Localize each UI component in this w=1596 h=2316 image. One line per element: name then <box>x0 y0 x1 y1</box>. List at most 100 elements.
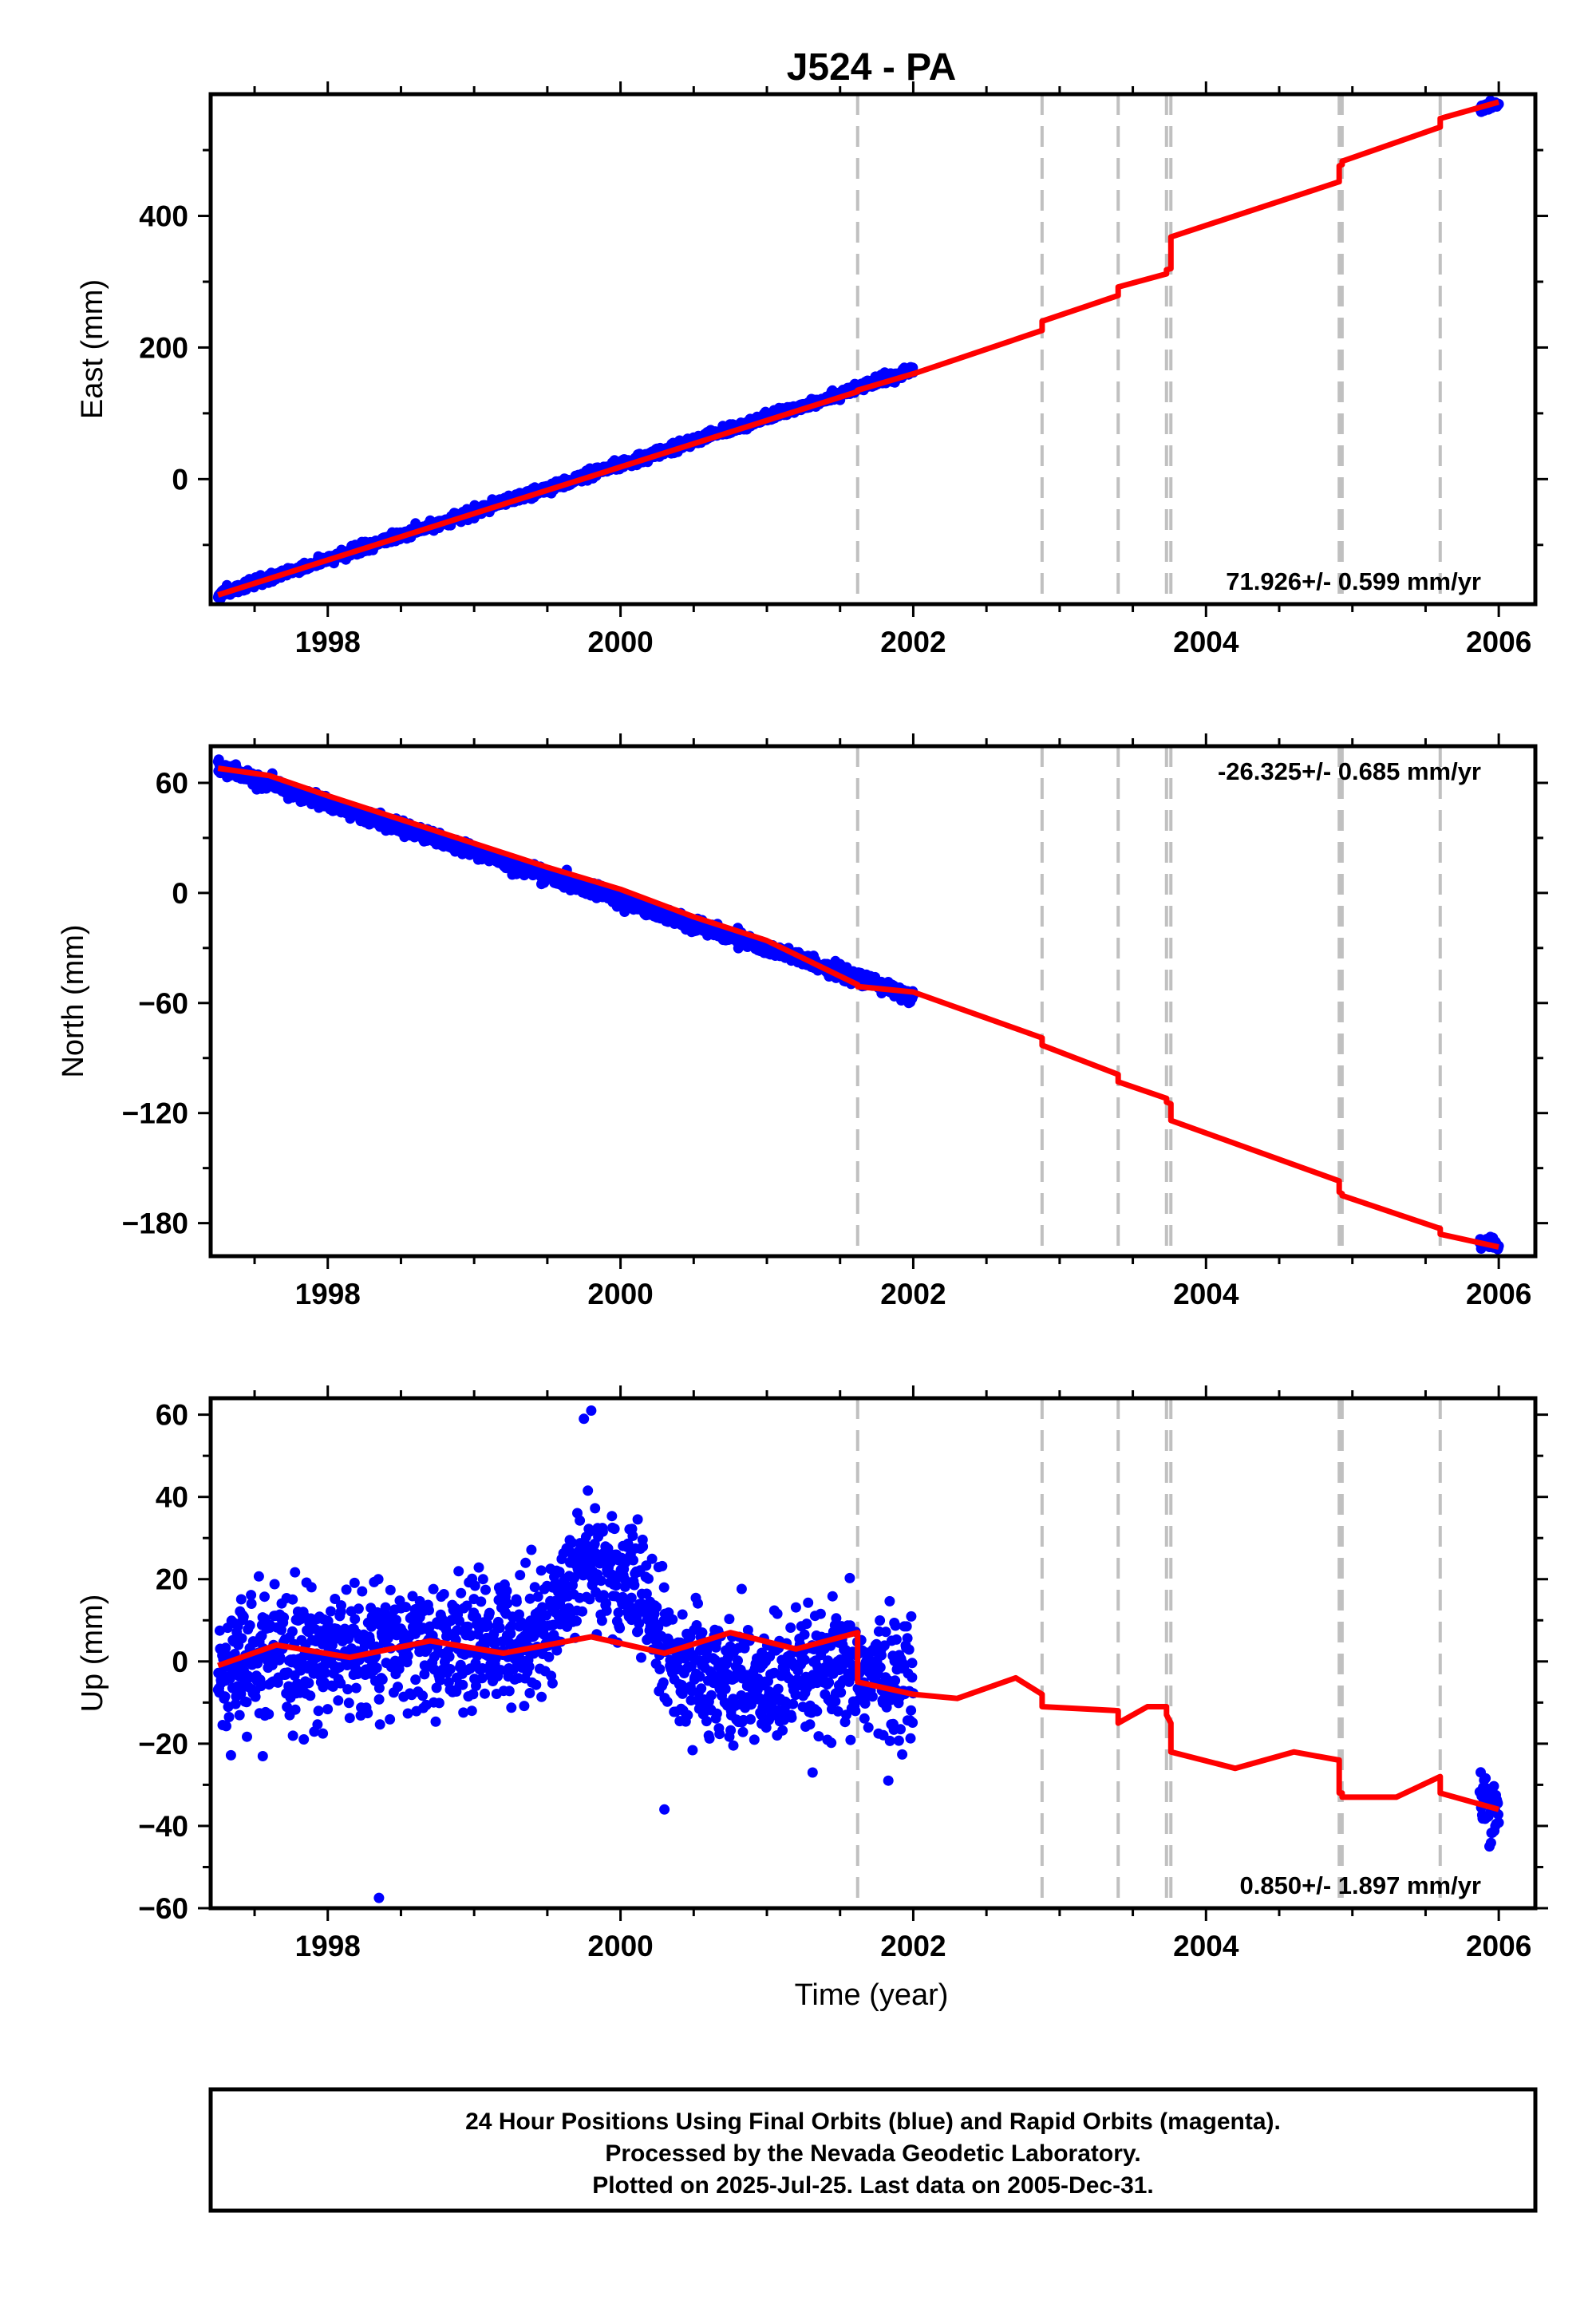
observation-point <box>714 1729 725 1740</box>
observation-point <box>350 1614 361 1625</box>
observation-point <box>333 1695 344 1706</box>
observation-point <box>883 1775 894 1786</box>
observation-point <box>494 1622 505 1634</box>
observation-point <box>312 1719 323 1730</box>
observation-point <box>682 1709 693 1721</box>
observation-point <box>657 1560 668 1571</box>
y-tick-label-east: 200 <box>139 331 188 364</box>
observation-point <box>290 1567 301 1578</box>
observation-point <box>336 1600 346 1611</box>
plot-area-north <box>212 746 1504 1256</box>
observation-point <box>547 1678 558 1689</box>
y-tick-label-up: 60 <box>156 1399 188 1432</box>
rate-label-north: -26.325+/- 0.685 mm/yr <box>1218 757 1481 785</box>
chart-title: J524 - PA <box>787 46 957 89</box>
observation-point <box>535 1565 547 1576</box>
y-tick-label-up: 20 <box>156 1563 188 1596</box>
observation-outlier <box>373 1892 385 1903</box>
observation-point <box>801 1618 812 1630</box>
observation-point <box>785 1622 796 1633</box>
rate-label-east: 71.926+/- 0.599 mm/yr <box>1226 567 1481 595</box>
observation-point <box>511 1596 522 1607</box>
y-tick-label-north: −60 <box>138 987 188 1020</box>
observation-point <box>725 1725 737 1736</box>
observation-point <box>504 1686 515 1697</box>
observation-point <box>214 1625 225 1636</box>
model-line-east <box>217 99 1500 598</box>
observation-point <box>221 1721 231 1732</box>
observation-point <box>519 1701 530 1712</box>
observation-point <box>807 1767 818 1778</box>
observation-point <box>543 1651 555 1662</box>
observation-point <box>884 1735 895 1746</box>
observation-point <box>895 1724 906 1735</box>
frame-north <box>208 744 1538 1259</box>
observation-point <box>433 1697 444 1709</box>
observation-point <box>845 1734 856 1745</box>
observation-point <box>906 1611 917 1622</box>
observation-point <box>263 1709 275 1720</box>
observation-point-late <box>1480 1773 1491 1784</box>
observation-point <box>786 1712 797 1723</box>
observation-point <box>357 1586 368 1597</box>
observation-point <box>890 1620 901 1631</box>
y-tick-label-north: 0 <box>172 877 188 910</box>
observation-point <box>322 1704 334 1715</box>
observation-point <box>466 1705 477 1717</box>
x-tick-label-north: 2004 <box>1173 1278 1239 1310</box>
observation-point <box>891 1634 902 1645</box>
observation-point <box>342 1684 354 1695</box>
observation-point <box>677 1609 688 1620</box>
observation-point <box>711 1708 722 1719</box>
observation-point <box>571 1615 582 1626</box>
observation-point <box>893 1735 904 1746</box>
observation-point <box>402 1708 413 1719</box>
observation-point <box>867 1691 878 1702</box>
observation-point <box>577 1606 588 1617</box>
observation-point <box>402 1650 413 1662</box>
observation-point <box>286 1626 298 1637</box>
observation-point <box>424 1605 434 1616</box>
observation-point <box>627 1531 638 1541</box>
observation-point <box>880 1626 891 1638</box>
observation-point <box>393 1663 405 1674</box>
observation-point <box>320 1667 331 1678</box>
observation-point <box>322 1615 334 1626</box>
plot-area-up <box>212 1398 1504 1908</box>
observation-point <box>850 1705 861 1717</box>
y-tick-label-up: 0 <box>172 1646 188 1678</box>
observation-point <box>907 1717 918 1728</box>
observation-point <box>614 1622 626 1634</box>
x-tick-label-up: 2002 <box>880 1930 946 1962</box>
x-tick-label-east: 2000 <box>587 626 653 658</box>
observation-point <box>253 1571 264 1582</box>
observation-point <box>444 1651 455 1662</box>
observation-point <box>457 1679 468 1690</box>
observation-point <box>318 1728 329 1739</box>
observation-point <box>373 1694 385 1705</box>
observation-point <box>349 1577 360 1588</box>
y-tick-label-east: 0 <box>172 463 188 496</box>
observation-point <box>235 1594 247 1605</box>
observation-point <box>693 1598 703 1609</box>
observation-point <box>230 1698 241 1709</box>
observations-north <box>212 754 1504 1255</box>
observation-point <box>385 1713 396 1725</box>
observation-point <box>903 1644 915 1655</box>
observation-point <box>526 1544 537 1555</box>
x-tick-label-up: 1998 <box>295 1930 361 1962</box>
x-tick-label-east: 1998 <box>295 626 361 658</box>
observation-point <box>606 1511 618 1522</box>
observation-point <box>803 1597 814 1608</box>
observation-point <box>236 1633 247 1644</box>
observation-point <box>720 1683 731 1694</box>
observation-point <box>651 1602 662 1613</box>
observation-point <box>745 1713 756 1725</box>
observation-point <box>654 1664 666 1674</box>
y-tick-label-east: 400 <box>139 200 188 233</box>
observation-point <box>234 1709 245 1721</box>
observation-point <box>658 1677 669 1688</box>
observation-point <box>724 1614 735 1625</box>
observation-point <box>799 1654 810 1666</box>
